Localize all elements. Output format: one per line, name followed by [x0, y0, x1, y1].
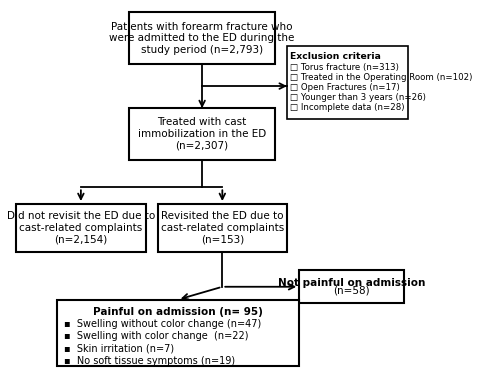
Text: □ Open Fractures (n=17): □ Open Fractures (n=17) — [290, 83, 400, 92]
Text: (n=58): (n=58) — [333, 286, 370, 296]
Bar — [299, 270, 404, 303]
Text: Exclusion criteria: Exclusion criteria — [290, 52, 381, 61]
Text: □ Incomplete data (n=28): □ Incomplete data (n=28) — [290, 103, 405, 112]
Bar — [16, 204, 145, 252]
Bar — [129, 108, 275, 160]
Bar — [287, 46, 408, 119]
Text: □ Younger than 3 years (n=26): □ Younger than 3 years (n=26) — [290, 93, 426, 102]
Text: □ Torus fracture (n=313): □ Torus fracture (n=313) — [290, 63, 399, 72]
Text: Did not revisit the ED due to
cast-related complaints
(n=2,154): Did not revisit the ED due to cast-relat… — [7, 211, 155, 244]
Bar — [129, 13, 275, 64]
Text: Painful on admission (n= 95): Painful on admission (n= 95) — [93, 307, 263, 317]
Text: ▪  Swelling with color change  (n=22): ▪ Swelling with color change (n=22) — [64, 331, 248, 341]
Text: Patients with forearm fracture who
were admitted to the ED during the
study peri: Patients with forearm fracture who were … — [110, 22, 295, 55]
Text: Revisited the ED due to
cast-related complaints
(n=153): Revisited the ED due to cast-related com… — [161, 211, 284, 244]
Text: Not painful on admission: Not painful on admission — [278, 278, 426, 288]
Bar — [57, 300, 299, 366]
Text: ▪  Swelling without color change (n=47): ▪ Swelling without color change (n=47) — [64, 319, 261, 329]
Text: ▪  Skin irritation (n=7): ▪ Skin irritation (n=7) — [64, 344, 174, 354]
Text: ▪  No soft tissue symptoms (n=19): ▪ No soft tissue symptoms (n=19) — [64, 356, 235, 365]
Text: Treated with cast
immobilization in the ED
(n=2,307): Treated with cast immobilization in the … — [138, 117, 266, 151]
Bar — [157, 204, 287, 252]
Text: □ Treated in the Operating Room (n=102): □ Treated in the Operating Room (n=102) — [290, 73, 472, 82]
